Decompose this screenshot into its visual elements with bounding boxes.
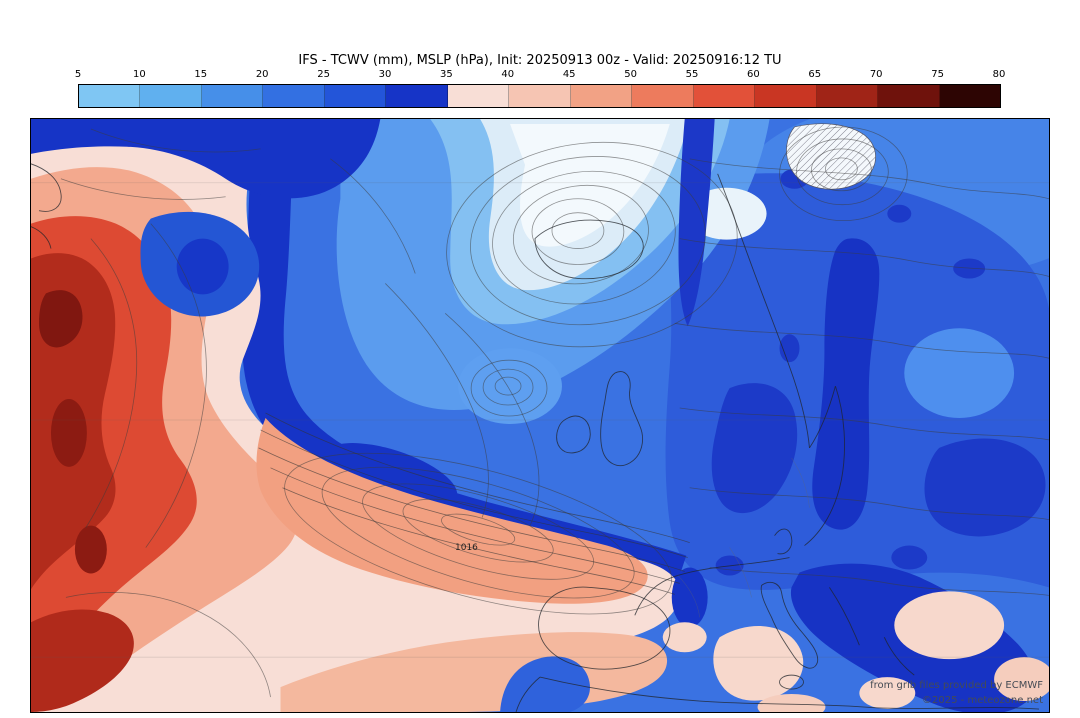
colorbar-tick-label: 40 [501, 69, 515, 80]
colorbar-cell [693, 85, 756, 107]
colorbar-cell [447, 85, 510, 107]
attribution-copyright-line: ©2025 - meteozone.net [922, 695, 1043, 706]
colorbar-tick-label: 55 [685, 69, 699, 80]
colorbar-cell [509, 85, 571, 107]
colorbar-cell [878, 85, 940, 107]
colorbar-cell [939, 85, 1001, 107]
colorbar-tick-label: 70 [869, 69, 883, 80]
colorbar-cell [201, 85, 264, 107]
tcwv-field [31, 119, 1049, 712]
colorbar-cell [324, 85, 387, 107]
colorbar-cell [816, 85, 879, 107]
colorbar-tick-label: 75 [931, 69, 944, 80]
colorbar-tick-label: 15 [194, 69, 208, 80]
colorbar-tick-label: 45 [562, 69, 576, 80]
coastlines [31, 163, 1040, 712]
colorbar-cell [570, 85, 633, 107]
colorbar-tick-label: 5 [74, 69, 82, 80]
colorbar-tick-label: 20 [255, 69, 269, 80]
colorbar-tick-label: 60 [747, 69, 760, 80]
colorbar-cell [79, 85, 141, 107]
colorbar-cell [263, 85, 325, 107]
colorbar-tick-label: 65 [808, 69, 822, 80]
weather-map-svg [31, 119, 1049, 712]
attribution: from grib files provided by ECMWF ©2025 … [870, 678, 1043, 708]
colorbar-tick-label: 80 [992, 69, 1006, 80]
colorbar-gradient [78, 84, 1001, 108]
colorbar-cell [755, 85, 817, 107]
chart-title: IFS - TCWV (mm), MSLP (hPa), Init: 20250… [298, 53, 782, 68]
colorbar-cell [140, 85, 202, 107]
colorbar-tick-label: 25 [317, 69, 330, 80]
pressure-contour-label: 1016 [455, 543, 478, 553]
attribution-ecmwf-line: from grib files provided by ECMWF [870, 680, 1043, 691]
hatched-area [786, 123, 876, 190]
mslp-contours [60, 126, 1049, 698]
map-canvas: 1016 from grib files provided by ECMWF ©… [30, 118, 1050, 713]
colorbar-tick-labels: 5 10 15 20 25 30 35 40 45 50 55 60 65 70 75 80 [74, 69, 1006, 82]
colorbar-cell [386, 85, 448, 107]
colorbar-tick-label: 30 [378, 69, 392, 80]
colorbar-tick-label: 50 [624, 69, 637, 80]
colorbar-cell [632, 85, 694, 107]
colorbar-tick-label: 35 [440, 69, 453, 80]
colorbar-tick-label: 10 [133, 69, 146, 80]
